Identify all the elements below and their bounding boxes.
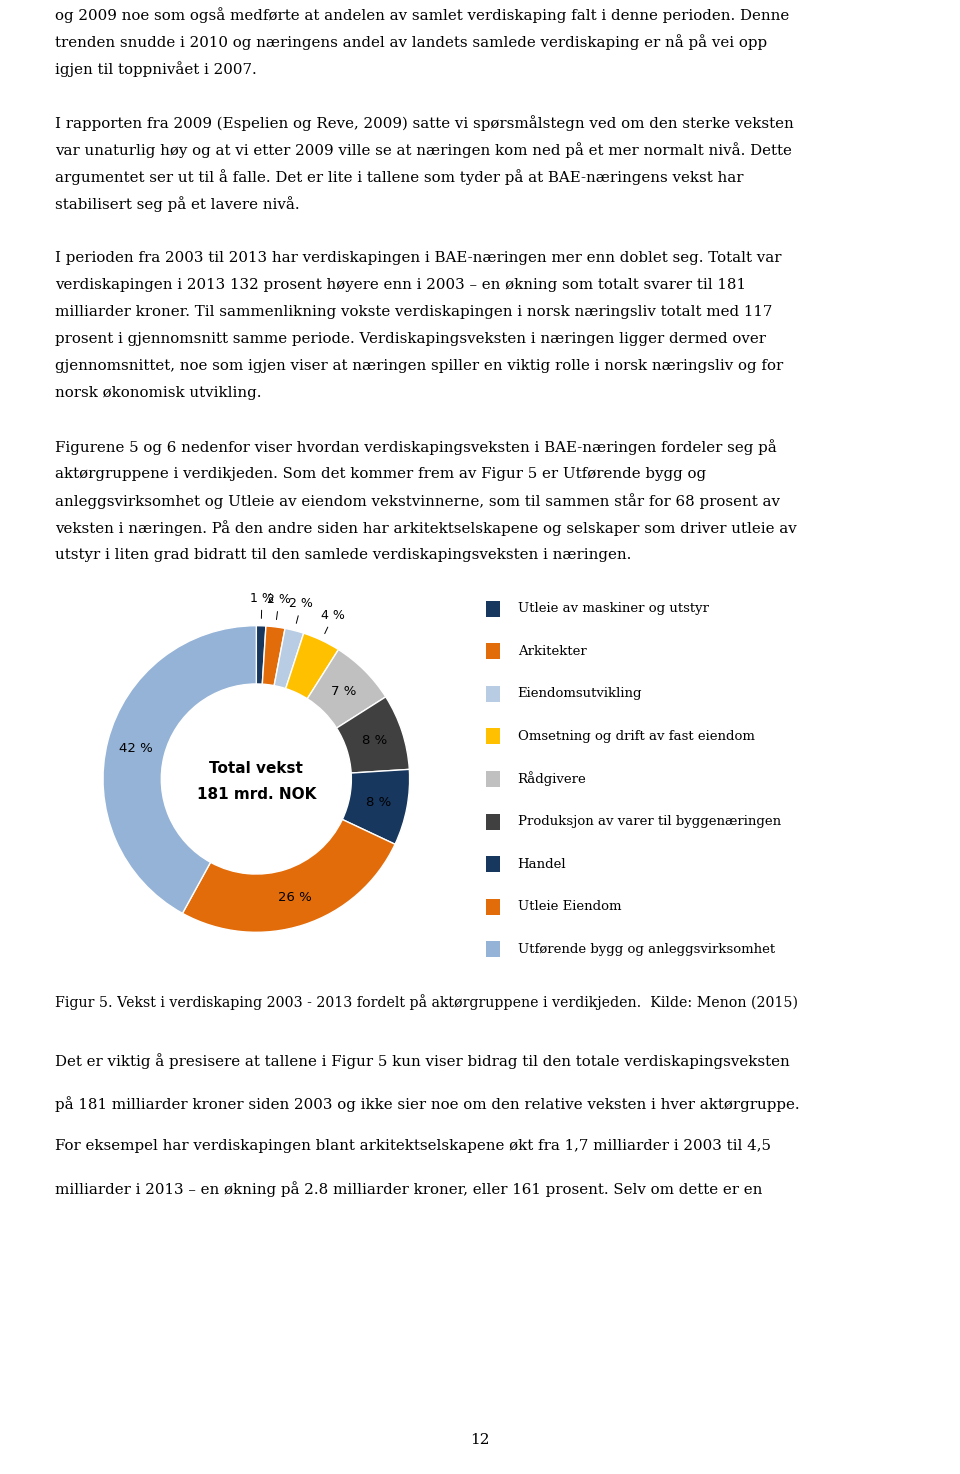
Text: argumentet ser ut til å falle. Det er lite i tallene som tyder på at BAE-næringe: argumentet ser ut til å falle. Det er li… [55, 170, 743, 186]
Text: anleggsvirksomhet og Utleie av eiendom vekstvinnerne, som til sammen står for 68: anleggsvirksomhet og Utleie av eiendom v… [55, 492, 780, 509]
Text: verdiskapingen i 2013 132 prosent høyere enn i 2003 – en økning som totalt svare: verdiskapingen i 2013 132 prosent høyere… [55, 279, 746, 292]
Wedge shape [182, 820, 395, 932]
Wedge shape [262, 626, 285, 685]
Text: I rapporten fra 2009 (Espelien og Reve, 2009) satte vi spørsmålstegn ved om den : I rapporten fra 2009 (Espelien og Reve, … [55, 115, 794, 131]
Text: stabilisert seg på et lavere nivå.: stabilisert seg på et lavere nivå. [55, 196, 300, 212]
Text: Utførende bygg og anleggsvirksomhet: Utførende bygg og anleggsvirksomhet [517, 943, 775, 955]
Wedge shape [337, 697, 409, 772]
Text: Utleie Eiendom: Utleie Eiendom [517, 901, 621, 914]
Text: Figurene 5 og 6 nedenfor viser hvordan verdiskapingsveksten i BAE-næringen forde: Figurene 5 og 6 nedenfor viser hvordan v… [55, 439, 777, 454]
Wedge shape [286, 634, 339, 699]
Text: veksten i næringen. På den andre siden har arkitektselskapene og selskaper som d: veksten i næringen. På den andre siden h… [55, 520, 797, 535]
Text: 12: 12 [470, 1433, 490, 1447]
Text: 2 %: 2 % [267, 593, 291, 619]
Text: aktørgruppene i verdikjeden. Som det kommer frem av Figur 5 er Utførende bygg og: aktørgruppene i verdikjeden. Som det kom… [55, 467, 706, 481]
Text: prosent i gjennomsnitt samme periode. Verdiskapingsveksten i næringen ligger der: prosent i gjennomsnitt samme periode. Ve… [55, 332, 766, 346]
Wedge shape [307, 650, 386, 728]
Text: Det er viktig å presisere at tallene i Figur 5 kun viser bidrag til den totale v: Det er viktig å presisere at tallene i F… [55, 1054, 789, 1069]
Text: Figur 5. Vekst i verdiskaping 2003 - 2013 fordelt på aktørgruppene i verdikjeden: Figur 5. Vekst i verdiskaping 2003 - 201… [55, 993, 798, 1010]
Text: 42 %: 42 % [119, 741, 153, 755]
Wedge shape [103, 625, 256, 914]
Wedge shape [256, 625, 266, 684]
Text: I perioden fra 2003 til 2013 har verdiskapingen i BAE-næringen mer enn doblet se: I perioden fra 2003 til 2013 har verdisk… [55, 251, 781, 265]
Text: 8 %: 8 % [366, 796, 391, 809]
FancyBboxPatch shape [486, 856, 499, 873]
Text: 8 %: 8 % [362, 734, 387, 747]
FancyBboxPatch shape [486, 685, 499, 702]
FancyBboxPatch shape [486, 600, 499, 616]
Text: Produksjon av varer til byggenæringen: Produksjon av varer til byggenæringen [517, 815, 780, 828]
Text: Handel: Handel [517, 858, 566, 871]
Text: utstyr i liten grad bidratt til den samlede verdiskapingsveksten i næringen.: utstyr i liten grad bidratt til den saml… [55, 547, 631, 562]
Text: gjennomsnittet, noe som igjen viser at næringen spiller en viktig rolle i norsk : gjennomsnittet, noe som igjen viser at n… [55, 358, 783, 373]
Text: 7 %: 7 % [331, 685, 357, 697]
FancyBboxPatch shape [486, 643, 499, 659]
Text: milliarder kroner. Til sammenlikning vokste verdiskapingen i norsk næringsliv to: milliarder kroner. Til sammenlikning vok… [55, 305, 772, 318]
Text: 1 %: 1 % [250, 591, 274, 619]
Text: milliarder i 2013 – en økning på 2.8 milliarder kroner, eller 161 prosent. Selv : milliarder i 2013 – en økning på 2.8 mil… [55, 1181, 762, 1197]
Text: var unaturlig høy og at vi etter 2009 ville se at næringen kom ned på et mer nor: var unaturlig høy og at vi etter 2009 vi… [55, 143, 792, 158]
FancyBboxPatch shape [486, 771, 499, 787]
Text: og 2009 noe som også medførte at andelen av samlet verdiskaping falt i denne per: og 2009 noe som også medførte at andelen… [55, 7, 789, 24]
Wedge shape [275, 628, 303, 688]
Text: trenden snudde i 2010 og næringens andel av landets samlede verdiskaping er nå p: trenden snudde i 2010 og næringens andel… [55, 34, 767, 50]
FancyBboxPatch shape [486, 728, 499, 744]
Wedge shape [343, 769, 410, 845]
FancyBboxPatch shape [486, 942, 499, 958]
Text: Total vekst: Total vekst [209, 761, 303, 775]
Text: Arkitekter: Arkitekter [517, 644, 587, 657]
FancyBboxPatch shape [486, 814, 499, 830]
Text: Rådgivere: Rådgivere [517, 771, 587, 787]
Text: 4 %: 4 % [322, 609, 346, 634]
Text: Eiendomsutvikling: Eiendomsutvikling [517, 687, 642, 700]
Text: 181 mrd. NOK: 181 mrd. NOK [197, 787, 316, 802]
Text: For eksempel har verdiskapingen blant arkitektselskapene økt fra 1,7 milliarder : For eksempel har verdiskapingen blant ar… [55, 1139, 771, 1153]
Text: igjen til toppnivået i 2007.: igjen til toppnivået i 2007. [55, 62, 256, 77]
Text: 26 %: 26 % [277, 890, 312, 904]
Text: Omsetning og drift av fast eiendom: Omsetning og drift av fast eiendom [517, 730, 755, 743]
Text: norsk økonomisk utvikling.: norsk økonomisk utvikling. [55, 386, 261, 399]
FancyBboxPatch shape [486, 899, 499, 915]
Text: 2 %: 2 % [289, 597, 313, 624]
Text: Utleie av maskiner og utstyr: Utleie av maskiner og utstyr [517, 603, 708, 615]
Text: på 181 milliarder kroner siden 2003 og ikke sier noe om den relative veksten i h: på 181 milliarder kroner siden 2003 og i… [55, 1095, 800, 1111]
